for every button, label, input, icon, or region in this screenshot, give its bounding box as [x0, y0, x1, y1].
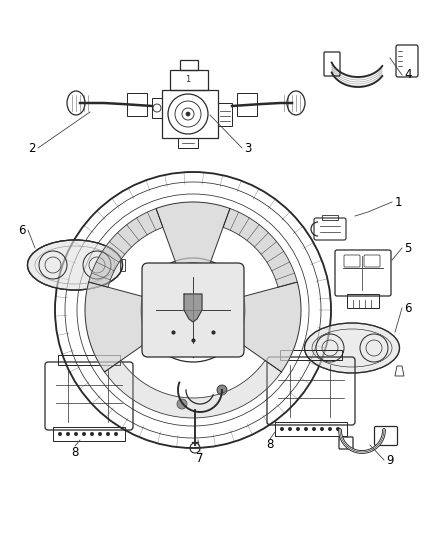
Polygon shape: [105, 360, 282, 418]
Polygon shape: [232, 282, 301, 372]
Circle shape: [328, 427, 332, 431]
Text: 8: 8: [266, 439, 274, 451]
Text: 7: 7: [196, 451, 204, 464]
Text: 9: 9: [386, 454, 394, 466]
Text: 8: 8: [71, 446, 79, 458]
Text: 4: 4: [404, 69, 412, 82]
Polygon shape: [156, 202, 230, 266]
Circle shape: [98, 432, 102, 436]
Circle shape: [217, 385, 227, 395]
Circle shape: [74, 432, 78, 436]
Text: 1: 1: [394, 196, 402, 208]
FancyBboxPatch shape: [142, 263, 244, 357]
Text: 2: 2: [28, 141, 36, 155]
Circle shape: [82, 432, 86, 436]
Text: 6: 6: [404, 302, 412, 314]
Circle shape: [288, 427, 292, 431]
Polygon shape: [85, 282, 155, 372]
Circle shape: [304, 427, 308, 431]
Polygon shape: [223, 208, 297, 287]
Text: 1: 1: [185, 75, 191, 84]
Text: 6: 6: [18, 223, 26, 237]
Ellipse shape: [304, 323, 399, 373]
Circle shape: [312, 427, 316, 431]
Circle shape: [296, 427, 300, 431]
Circle shape: [58, 432, 62, 436]
Circle shape: [320, 427, 324, 431]
Circle shape: [90, 432, 94, 436]
Polygon shape: [88, 208, 163, 287]
Ellipse shape: [28, 240, 123, 290]
Text: 5: 5: [404, 241, 412, 254]
Circle shape: [66, 432, 70, 436]
Circle shape: [114, 432, 118, 436]
Circle shape: [280, 427, 284, 431]
Circle shape: [177, 399, 187, 409]
Circle shape: [106, 432, 110, 436]
Text: 3: 3: [244, 141, 252, 155]
Circle shape: [186, 112, 190, 116]
Polygon shape: [184, 294, 202, 322]
Circle shape: [336, 427, 340, 431]
